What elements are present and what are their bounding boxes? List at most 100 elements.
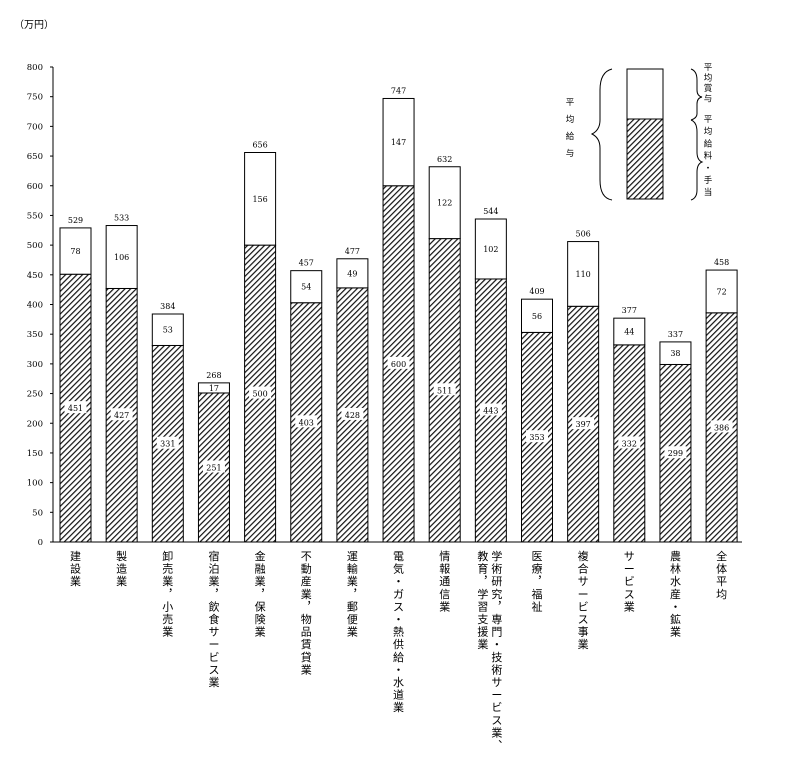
- bar-segment-bonus: [705, 269, 738, 314]
- legend-label-salary: 手: [704, 175, 713, 186]
- x-axis-label-char: 業: [70, 575, 81, 588]
- x-axis-label-char: 電: [393, 550, 404, 563]
- x-axis-label-char: 体: [716, 562, 727, 576]
- data-label-bg: [387, 356, 410, 369]
- x-axis-label-char: 保: [255, 599, 266, 613]
- data-label-total: 384: [160, 302, 175, 311]
- x-axis-label-char: サ: [578, 575, 589, 588]
- data-label-bg: [526, 430, 548, 443]
- legend-brace-label: 平: [566, 98, 575, 108]
- x-axis-label-char: ビ: [491, 701, 502, 714]
- data-label-salary: 511: [437, 386, 452, 395]
- y-tick-label: 100: [27, 479, 43, 489]
- data-label-total: 747: [391, 86, 406, 95]
- legend-label-bonus: 賞: [704, 83, 713, 94]
- x-axis-label-char: 業: [393, 701, 404, 714]
- x-axis-label-char: 設: [70, 562, 81, 576]
- data-label-salary: 331: [160, 440, 175, 449]
- x-axis-label-char: ス: [578, 613, 589, 626]
- x-axis-label-char: 情: [439, 550, 450, 563]
- x-axis-label-char: 建: [70, 549, 81, 563]
- x-axis-label-char: 宿: [208, 549, 219, 563]
- y-tick-label: 750: [27, 93, 43, 103]
- x-axis-label-char: 業: [208, 676, 219, 689]
- bar-segment-bonus: [244, 152, 277, 246]
- x-axis-label-char: ス: [208, 663, 219, 676]
- data-label-total: 632: [437, 155, 452, 164]
- bar-segment-bonus: [613, 317, 646, 346]
- data-label-total: 409: [529, 287, 544, 296]
- x-axis-label-char: サ: [208, 626, 219, 639]
- x-axis-label-char: 業: [439, 600, 450, 613]
- x-axis-label-char: ・: [393, 575, 404, 588]
- legend-label-salary: ・: [704, 164, 713, 174]
- data-label-bg: [341, 407, 364, 420]
- legend-swatch-salary: [626, 118, 664, 200]
- x-axis-label-char: 気: [393, 562, 404, 576]
- bars: 451 78 529 427 106 533 331 53 384 251 17 268 500 156 6…: [59, 86, 738, 543]
- x-axis-label-char: 療: [532, 562, 543, 576]
- x-axis-label-char: ・: [670, 600, 681, 613]
- x-axis-label-char: 業: [670, 626, 681, 639]
- x-axis-label-char: 業: [491, 726, 502, 739]
- data-label-bonus: 78: [70, 247, 80, 256]
- legend-brace-lower: [690, 119, 704, 201]
- data-label-total: 457: [299, 259, 314, 268]
- y-tick-label: 50: [32, 508, 43, 518]
- data-label-bonus: 147: [391, 138, 406, 147]
- data-label-total: 337: [668, 330, 683, 339]
- x-axis-label-char: 業: [477, 638, 488, 651]
- data-label-salary: 397: [576, 420, 591, 429]
- x-axis-label-char: ー: [491, 689, 502, 702]
- data-label-bonus: 72: [717, 287, 727, 296]
- x-axis-label-char: 育: [477, 562, 488, 576]
- x-axis-label-char: ︐: [255, 588, 266, 601]
- x-axis-label-char: 業: [578, 638, 589, 651]
- x-axis-label-char: 支: [477, 613, 488, 626]
- x-axis-label-char: 信: [439, 588, 450, 601]
- data-label-bg: [64, 401, 87, 414]
- x-axis-label-char: ー: [578, 588, 589, 601]
- bar-segment-bonus: [659, 341, 692, 365]
- x-axis-label-char: 農: [670, 549, 681, 563]
- x-axis-label-char: ︐: [477, 575, 488, 588]
- data-label-total: 377: [622, 306, 637, 315]
- x-axis-label-char: 道: [393, 688, 404, 702]
- y-tick-label: 700: [27, 122, 43, 132]
- bar-segment-bonus: [567, 241, 600, 307]
- data-label-bonus: 53: [163, 326, 173, 335]
- legend-brace-label: 均: [566, 114, 575, 125]
- data-label-total: 529: [68, 216, 83, 225]
- x-axis-label-char: 郵: [347, 600, 358, 613]
- data-label-bg: [110, 408, 133, 421]
- bar-segment-bonus: [336, 258, 369, 289]
- x-axis-label-char: 小: [162, 600, 173, 613]
- x-axis-label-char: ・: [393, 613, 404, 626]
- x-axis-label-char: 平: [716, 575, 727, 588]
- x-axis-label-char: 金: [255, 549, 266, 563]
- data-label-salary: 443: [483, 406, 498, 415]
- x-axis-label-char: サ: [491, 676, 502, 689]
- legend-label-bonus: 平: [704, 63, 713, 73]
- data-label-total: 268: [206, 371, 221, 380]
- data-label-bg: [202, 460, 225, 473]
- data-label-salary: 600: [391, 360, 406, 369]
- y-axis-unit-label: （万円）: [14, 20, 54, 31]
- x-axis-label-char: 術: [491, 663, 502, 676]
- x-axis-label-char: 売: [162, 613, 173, 626]
- bar-segment-bonus: [428, 166, 461, 240]
- x-axis-label-char: 通: [439, 575, 450, 588]
- x-axis-label-char: 業: [347, 626, 358, 639]
- x-axis-label-char: 業: [255, 626, 266, 639]
- x-axis-label-char: 賃: [301, 637, 312, 651]
- x-axis-label-char: 業: [624, 600, 635, 613]
- data-label-salary: 428: [345, 411, 360, 420]
- legend-label-bonus: 均: [704, 73, 713, 84]
- x-axis-label-char: 門: [491, 626, 502, 639]
- x-axis-label-char: 輸: [347, 562, 358, 576]
- x-axis-label-char: 合: [578, 562, 589, 576]
- x-axis-label-char: 産: [301, 575, 312, 588]
- data-label-bonus: 17: [209, 384, 219, 393]
- legend-label-salary: 均: [704, 126, 713, 137]
